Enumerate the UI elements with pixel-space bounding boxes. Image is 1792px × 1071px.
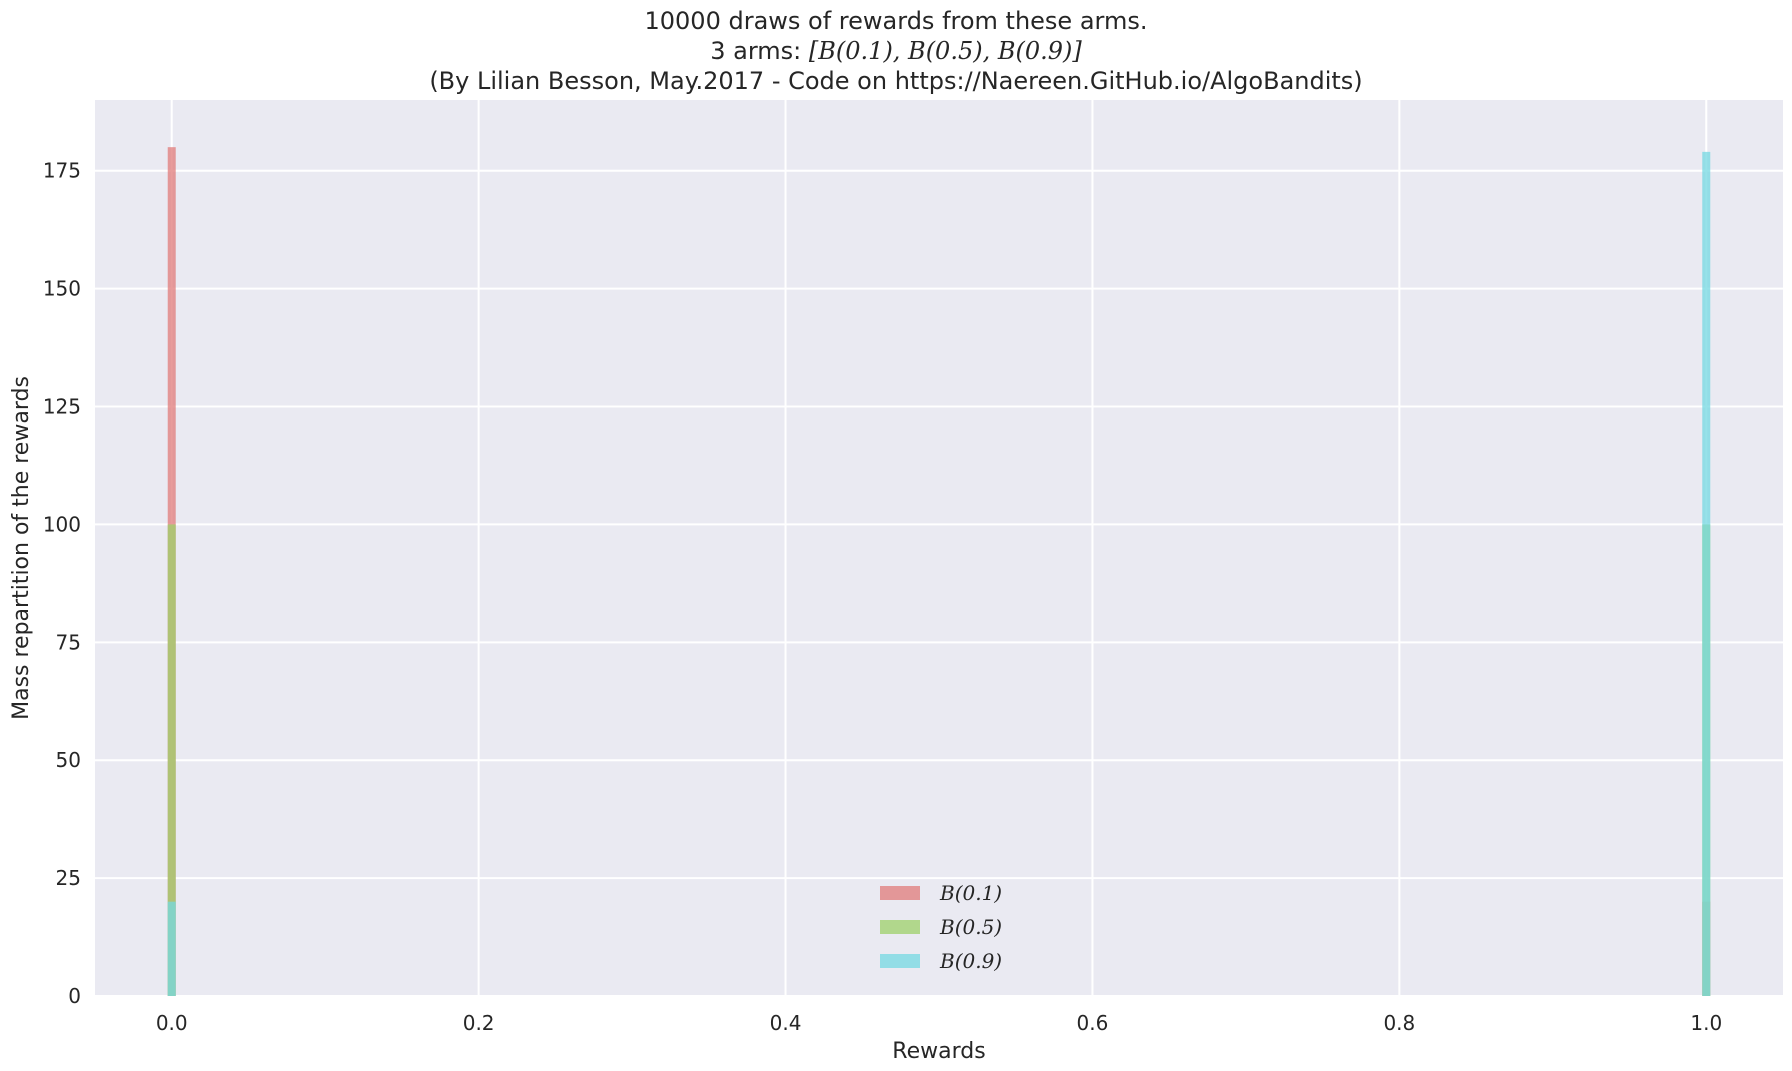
plot-area [95,100,1783,996]
y-tick-label: 125 [43,395,81,419]
x-tick-label: 0.2 [463,1011,495,1035]
bar-b-0-9-at-1 [1702,151,1711,997]
legend: B(0.1) B(0.5) B(0.9) [880,881,1002,973]
x-axis-label: Rewards [892,1039,985,1064]
chart-title: 10000 draws of rewards from these arms. [644,7,1148,35]
x-tick-label: 0.6 [1077,1011,1109,1035]
legend-label: B(0.5) [939,915,1002,939]
bars [167,147,1711,997]
x-tick-label: 0.8 [1383,1011,1415,1035]
chart-title-block: 10000 draws of rewards from these arms. … [0,6,1792,96]
y-tick-label: 25 [56,866,81,890]
legend-label: B(0.1) [939,881,1002,905]
chart-subtitle-prefix: 3 arms: [710,37,809,65]
y-tick-label: 150 [43,277,81,301]
x-tick-label: 0.4 [770,1011,802,1035]
y-tick-label: 0 [68,984,81,1008]
legend-swatch [880,886,920,900]
bar-b-0-9-at-0 [167,901,176,996]
y-tick-label: 75 [56,630,81,654]
legend-swatch [880,954,920,968]
legend-swatch [880,920,920,934]
y-axis-label: Mass repartition of the rewards [9,376,34,720]
y-tick-label: 100 [43,512,81,536]
chart-subtitle: 3 arms: [B(0.1), B(0.5), B(0.9)] [0,36,1792,66]
x-axis-ticks: 0.0 0.2 0.4 0.6 0.8 1.0 [156,1011,1722,1035]
x-tick-label: 1.0 [1690,1011,1722,1035]
chart-subtitle-math: [B(0.1), B(0.5), B(0.9)] [808,37,1082,65]
legend-label: B(0.9) [939,949,1002,973]
bar-b-0-5-at-0 [167,524,176,996]
y-tick-label: 175 [43,159,81,183]
x-tick-label: 0.0 [156,1011,188,1035]
y-tick-label: 50 [56,748,81,772]
y-axis-ticks: 0 25 50 75 100 125 150 175 [43,159,81,1008]
chart-credit: (By Lilian Besson, May.2017 - Code on ht… [429,67,1363,95]
